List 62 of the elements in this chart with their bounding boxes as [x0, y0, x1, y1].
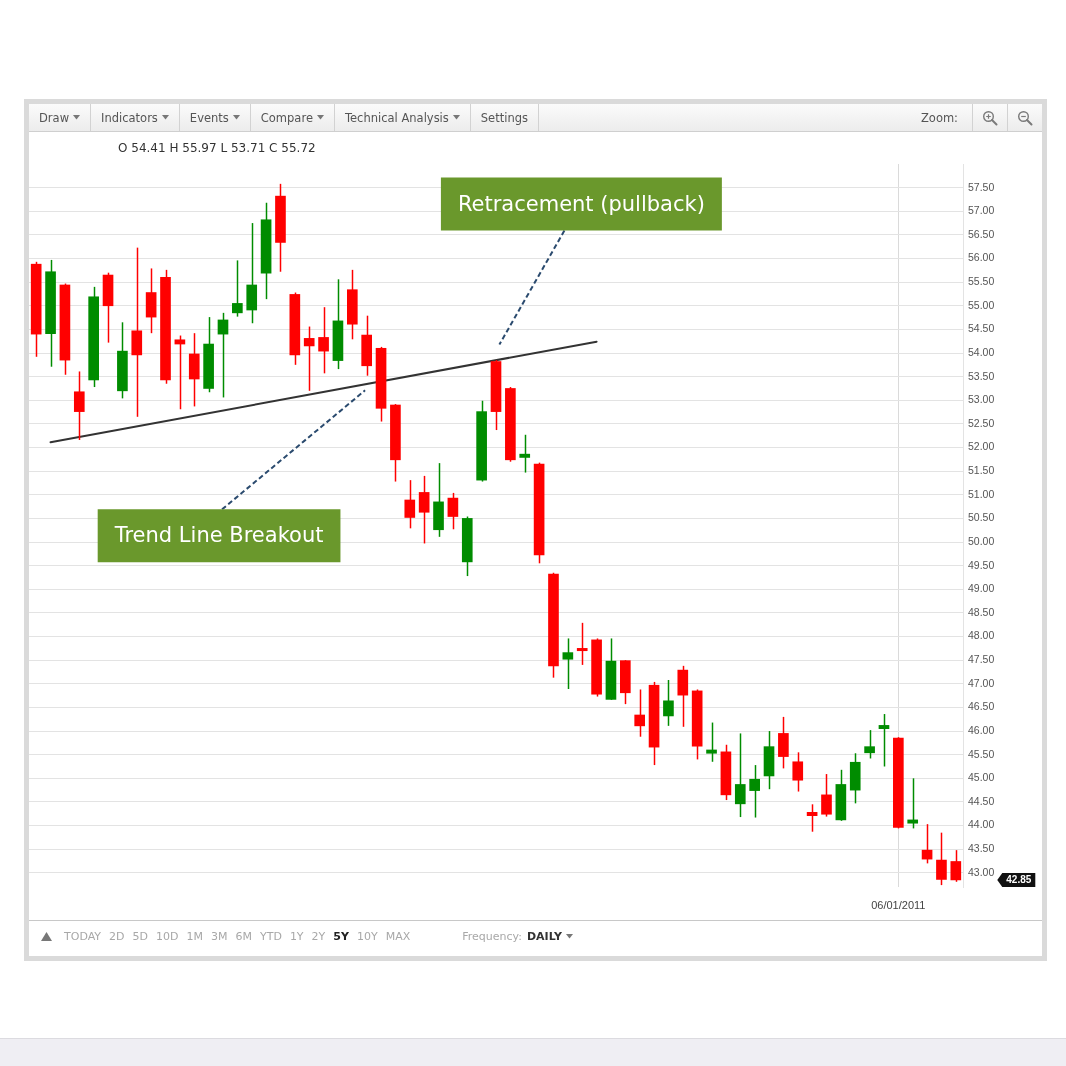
candlestick [663, 679, 674, 727]
candlestick [806, 803, 818, 833]
text: O 54.41 H 55.97 L 53.71 C 55.72 [118, 141, 316, 155]
candlestick [749, 764, 760, 819]
y-tick-label: 56.00 [968, 251, 995, 264]
y-tick-label: 48.00 [968, 629, 995, 642]
y-tick-label: 51.50 [968, 464, 995, 477]
annotation: Retracement (pullback) [457, 191, 705, 216]
y-tick-label: 55.50 [968, 275, 995, 288]
annotation: Trend Line Breakout [113, 523, 324, 548]
candlestick [706, 721, 717, 763]
y-tick-label: 44.50 [968, 794, 995, 807]
y-tick-label: 52.50 [968, 416, 995, 429]
y-tick-label: 55.00 [968, 298, 995, 311]
y-tick-label: 43.00 [968, 865, 995, 878]
candlestick [519, 434, 531, 474]
y-tick-label: 50.50 [968, 511, 995, 524]
y-tick-label: 53.50 [968, 369, 995, 382]
y-tick-label: 51.00 [968, 487, 995, 500]
y-tick-label: 46.00 [968, 723, 995, 736]
y-tick-label: 44.00 [968, 818, 995, 831]
candlestick [562, 637, 574, 690]
candlestick [404, 479, 416, 530]
candlestick [232, 259, 243, 318]
toolbar: Draw Indicators Events Compare Technical Analysis Settings Zoom: [29, 104, 1042, 132]
x-tick-label: 06/01/2011 [871, 898, 926, 911]
candlestick [318, 306, 329, 375]
candlestick [576, 622, 588, 666]
y-tick-label: 52.00 [968, 440, 995, 453]
candlestick [734, 732, 746, 818]
candlestick [907, 777, 919, 830]
y-tick-label: 49.00 [968, 582, 995, 595]
y-tick-label: 43.50 [968, 842, 995, 855]
candlestick [303, 325, 315, 392]
y-tick-label: 53.00 [968, 393, 995, 406]
y-tick-label: 46.50 [968, 700, 995, 713]
range-toolbar: TODAY 2D 5D 10D 1M 3M 6M YTD 1Y 2Y 5Y 10Y MAX Frequency: DAILY [29, 920, 1042, 951]
y-tick-label: 45.00 [968, 771, 995, 784]
candlestick [792, 751, 804, 793]
y-tick-label: 57.00 [968, 204, 995, 217]
candlestick [878, 713, 890, 768]
y-tick-label: 47.00 [968, 676, 995, 689]
candlestick [634, 688, 646, 738]
y-tick-label: 54.00 [968, 345, 995, 358]
candlestick [174, 334, 186, 410]
y-tick-label: 47.50 [968, 653, 995, 666]
candlestick [864, 729, 875, 760]
y-tick-label: 49.50 [968, 558, 995, 571]
y-tick-label: 48.50 [968, 605, 995, 618]
candlestick [418, 475, 430, 545]
candlestick [73, 370, 85, 441]
y-tick-label: 56.50 [968, 227, 995, 240]
candlestick [778, 716, 789, 770]
candlestick [936, 831, 947, 886]
candlestick [821, 773, 832, 818]
y-tick-label: 54.50 [968, 322, 995, 335]
y-tick-label: 50.00 [968, 534, 995, 547]
candlestick [447, 492, 459, 531]
text: 42.85 [1006, 874, 1032, 886]
y-tick-label: 45.50 [968, 747, 995, 760]
y-tick-label: 57.50 [968, 180, 995, 193]
candlestick [950, 849, 962, 883]
